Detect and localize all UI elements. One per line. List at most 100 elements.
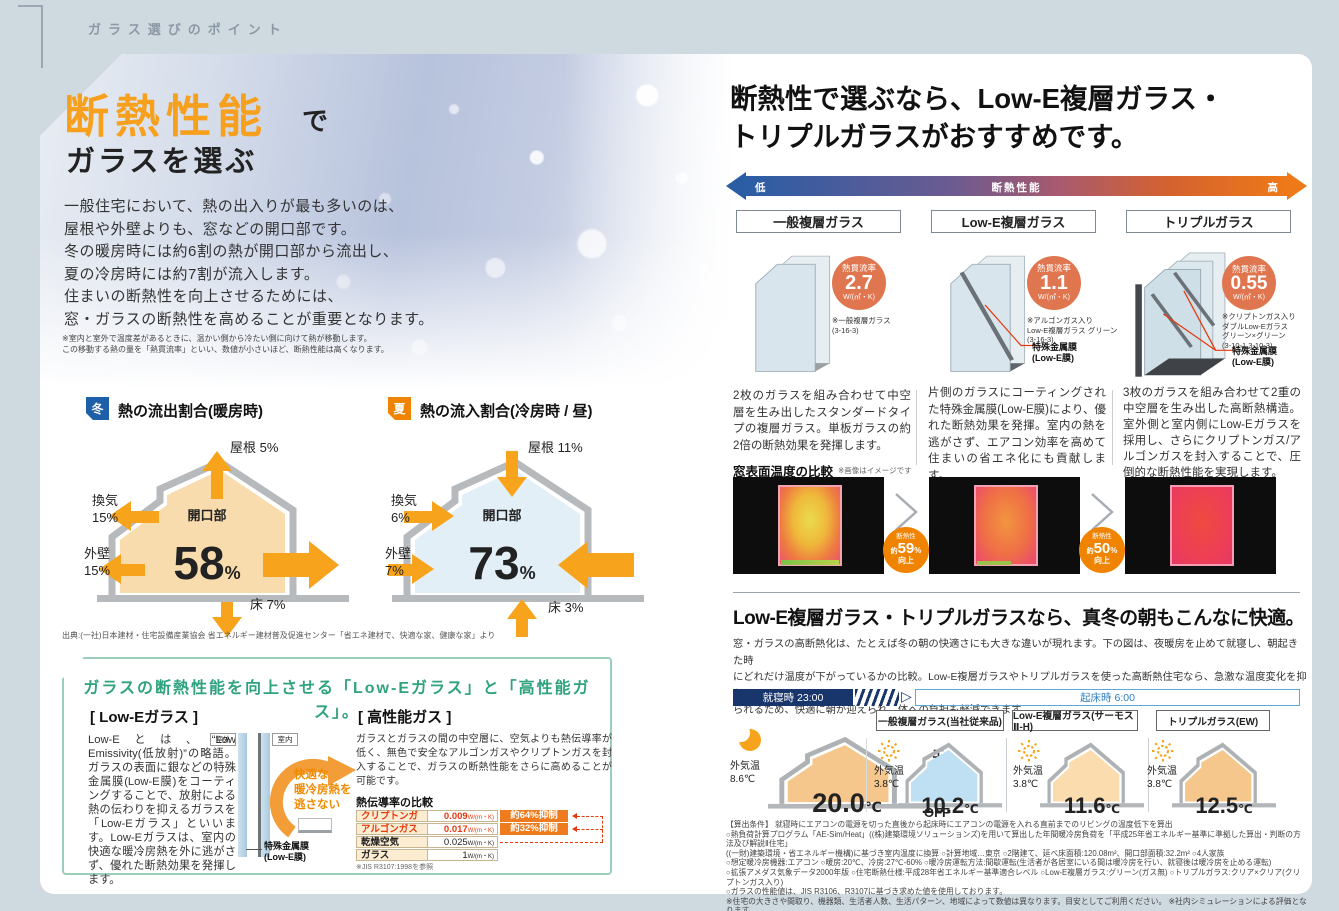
left-title-line2: ガラスを選ぶ xyxy=(66,146,258,178)
lowe-membrane-label: 特殊金属膜 (Low-E膜) xyxy=(264,841,310,862)
timeline-stripes xyxy=(855,689,899,706)
thermal-note: ※画像はイメージです xyxy=(838,466,912,475)
insulation-scale-bar: 低 断熱性能 高 xyxy=(726,172,1307,200)
moon-icon xyxy=(732,724,761,751)
scale-high: 高 xyxy=(1267,182,1279,194)
lowe-heading: [ Low-Eガラス ] xyxy=(90,709,199,726)
panel-divider xyxy=(1006,738,1007,812)
improvement-badge-1: 断熱性 約59% 向上 xyxy=(883,527,929,573)
table-row: クリプトンガス 0.009W/(m・K) 約64%抑制 xyxy=(356,810,570,834)
glass-desc-3: 3枚のガラスを組み合わせて2重の中空層を生み出した高断熱構造。室外側と室内側にL… xyxy=(1123,387,1301,479)
winter-floor-label: 床 7% xyxy=(250,597,286,612)
summer-opening-value: 73% xyxy=(468,537,536,589)
lowe-indoor-pane xyxy=(261,733,270,857)
triple-glass-illustration xyxy=(1135,252,1237,377)
compare-arrow-2 xyxy=(572,826,577,832)
section-number-glyph xyxy=(18,5,43,68)
lowe-indoor-label-box: 室内 xyxy=(272,733,298,746)
left-title-accent: 断熱性能 xyxy=(64,91,269,142)
panel2-label: 一般複層ガラス(当社従来品) xyxy=(876,710,1004,731)
gas-name: クリプトンガス xyxy=(356,810,428,834)
lowe-glass-illustration xyxy=(950,255,1038,372)
left-intro-note: ※室内と室外で温度差があるときに、温かい側から冷たい側に向けて熱が移動します。 … xyxy=(62,334,389,354)
window-icon xyxy=(298,818,332,833)
gas-name: ガラス xyxy=(356,849,428,861)
panel2-temp: 10.2℃ xyxy=(921,793,979,818)
table-row: 乾燥空気 0.025W/(m・K) xyxy=(356,836,570,848)
panel4-temp: 12.5℃ xyxy=(1195,793,1253,818)
thermal-image-3 xyxy=(1125,477,1276,574)
summer-wall-label: 外壁 7% xyxy=(385,546,412,578)
sleep-time-box: 就寝時 23:00 xyxy=(733,689,853,706)
thermal-title: 窓表面温度の比較 xyxy=(733,465,834,479)
left-intro: 一般住宅において、熱の出入りが最も多いのは、 屋根や外壁よりも、窓などの開口部で… xyxy=(64,198,434,328)
left-source: 出典:(一社)日本建材・住宅設備産業協会 省エネルギー建材普及促進センター「省エ… xyxy=(62,631,496,640)
summer-opening-label: 開口部 xyxy=(482,508,522,523)
gas-value: 1W/(m・K) xyxy=(428,849,498,861)
thermal-window-1 xyxy=(778,484,842,567)
wake-time-bar: 起床時 6:00 xyxy=(915,689,1300,706)
sun-icon xyxy=(1152,740,1174,762)
comfort-title: Low-E複層ガラス・トリプルガラスなら、真冬の朝もこんなに快適。 xyxy=(733,608,1305,629)
gas-table-title: 熱伝導率の比較 xyxy=(356,797,433,809)
glass-type-label-1: 一般複層ガラス xyxy=(736,210,901,233)
lowe-indoor-label: 室内 xyxy=(277,735,293,744)
thermal-window-2 xyxy=(974,484,1038,567)
gas-name: 乾燥空気 xyxy=(356,836,428,848)
winter-wall-label: 外壁 15% xyxy=(84,546,111,578)
lowe-body: Low-Eとは、“Low Emissivity(低放射)”の略語。ガラスの表面に… xyxy=(88,734,236,886)
sun-icon xyxy=(878,740,900,762)
u-value-badge-2: 熱貫流率 1.1 W/(㎡・K) xyxy=(1027,256,1081,310)
arrow-right-icon xyxy=(1091,493,1114,531)
calculation-conditions: 【算出条件】 就寝時にエアコンの電源を切った直後から起床時にエアコンの電源を入れ… xyxy=(726,820,1307,911)
panel4-out-temp: 外気温 3.8℃ xyxy=(1147,766,1177,790)
lowe-membrane-leader xyxy=(246,849,262,850)
panel4-label: トリプルガラス(EW) xyxy=(1156,710,1270,731)
compare-dash xyxy=(577,829,603,830)
aircon-off-label: OFF xyxy=(924,805,950,820)
green-info-box xyxy=(62,657,612,875)
panel1-out-temp: 外気温 8.6℃ xyxy=(730,761,760,785)
compare-dash xyxy=(602,816,603,842)
summer-vent-label: 換気 6% xyxy=(391,493,418,525)
thermal-image-2 xyxy=(929,477,1080,574)
membrane-label-3: 特殊金属膜 (Low-E膜) xyxy=(1232,346,1278,367)
sun-icon xyxy=(1018,740,1040,762)
lowe-outdoor-pane xyxy=(238,733,247,857)
glass-type-label-2: Low-E複層ガラス xyxy=(931,210,1096,233)
scale-low: 低 xyxy=(755,182,766,194)
winter-opening-label: 開口部 xyxy=(187,508,227,523)
winter-badge: 冬 xyxy=(86,397,109,420)
panel-divider xyxy=(1148,738,1149,812)
glass-note-3: ※クリプトンガス入り ダブルLow-Eガラス グリーン×グリーン (3-10-1… xyxy=(1222,312,1296,350)
house-icon-4 xyxy=(1172,742,1276,808)
panel-divider xyxy=(866,738,867,812)
panel1-temp: 20.0℃ xyxy=(812,788,882,818)
winter-vent-label: 換気 15% xyxy=(92,493,119,525)
panel3-out-temp: 外気温 3.8℃ xyxy=(1013,766,1043,790)
membrane-label-2: 特殊金属膜 (Low-E膜) xyxy=(1032,342,1078,363)
scale-arrow-left-icon xyxy=(726,172,746,200)
arrow-right-icon xyxy=(895,493,918,531)
green-box-title: ガラスの断熱性能を向上させる「Low-Eガラス」と「高性能ガス」。 xyxy=(83,680,591,721)
compare-arrow-1 xyxy=(572,813,577,819)
scale-arrow-right-icon xyxy=(1287,172,1307,200)
left-title-particle: で xyxy=(302,106,329,136)
winter-house-diagram xyxy=(97,451,349,637)
gas-value: 0.009W/(m・K) xyxy=(428,810,498,822)
house-icon-2 xyxy=(898,742,1002,808)
summer-heat-arrows xyxy=(388,451,634,637)
page-header: ガラス選びのポイント xyxy=(88,22,288,37)
compare-dash xyxy=(500,842,603,843)
panel3-label: Low-E複層ガラス(サーモスⅡ-H) xyxy=(1012,710,1138,733)
scale-label: 断熱性能 xyxy=(991,182,1042,194)
lowe-outdoor-label-box: 室外 xyxy=(210,733,236,746)
thermal-cold-strip xyxy=(781,560,839,566)
timeline-arrow-icon: ▷ xyxy=(901,688,912,704)
house-icon-1 xyxy=(768,736,926,809)
winter-opening-value: 58% xyxy=(173,537,241,589)
double-glass-illustration xyxy=(755,255,831,372)
summer-floor-label: 床 3% xyxy=(548,600,584,615)
thermal-image-1 xyxy=(733,477,884,574)
